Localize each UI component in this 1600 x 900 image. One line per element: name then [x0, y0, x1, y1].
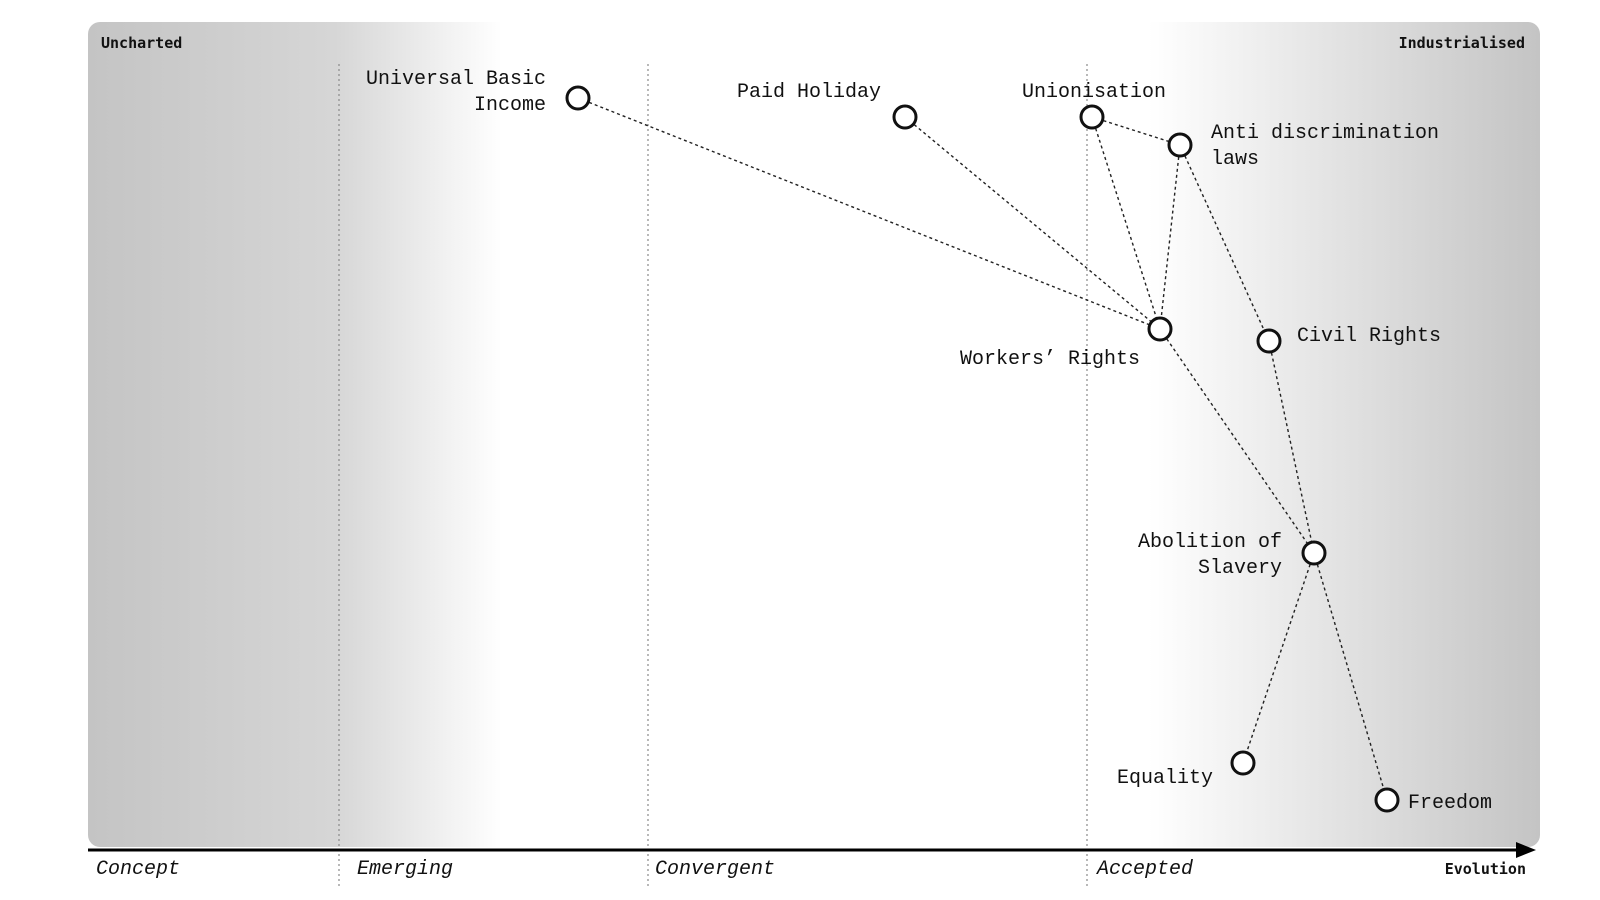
component-node-workers-rights[interactable]: [1147, 316, 1173, 342]
component-equality[interactable]: Equality: [1117, 750, 1256, 790]
component-node-freedom[interactable]: [1374, 787, 1400, 813]
component-label-line: Paid Holiday: [737, 81, 881, 104]
component-anti-discrimination[interactable]: Anti discrimination laws: [1167, 122, 1439, 171]
component-label-line: Freedom: [1408, 792, 1492, 815]
stage-convergent: Convergent: [655, 858, 775, 881]
component-label-unionisation: Unionisation: [1022, 81, 1166, 104]
component-label-line: laws: [1211, 148, 1259, 171]
component-label-line: Universal Basic: [366, 68, 546, 91]
components: Universal Basic Income Paid Holiday Unionis…: [366, 68, 1492, 815]
dependency-links: [577, 97, 1388, 801]
component-label-line: Slavery: [1198, 557, 1282, 580]
component-label-line: Workers’ Rights: [960, 348, 1140, 371]
component-node-paid-holiday[interactable]: [892, 104, 918, 130]
component-workers-rights[interactable]: Workers’ Rights: [960, 316, 1173, 371]
component-node-abolition[interactable]: [1301, 540, 1327, 566]
component-label-line: Income: [474, 94, 546, 117]
component-label-line: Equality: [1117, 767, 1213, 790]
component-label-abolition: Abolition of Slavery: [1138, 531, 1282, 580]
link-abolition-to-equality: [1242, 552, 1315, 764]
component-ubi[interactable]: Universal Basic Income: [366, 68, 591, 117]
link-paid-holiday-to-workers-rights: [904, 116, 1161, 330]
component-label-workers-rights: Workers’ Rights: [960, 348, 1140, 371]
component-label-line: Abolition of: [1138, 531, 1282, 554]
component-label-ubi: Universal Basic Income: [366, 68, 546, 117]
component-node-anti-discrimination[interactable]: [1167, 132, 1193, 158]
component-label-paid-holiday: Paid Holiday: [737, 81, 881, 104]
component-paid-holiday[interactable]: Paid Holiday: [737, 81, 918, 130]
industrialised-label: Industrialised: [1399, 34, 1525, 52]
component-label-line: Civil Rights: [1297, 325, 1441, 348]
evolution-axis-arrowhead: [1516, 842, 1536, 858]
component-label-line: Anti discrimination: [1211, 122, 1439, 145]
component-label-civil-rights: Civil Rights: [1297, 325, 1441, 348]
component-freedom[interactable]: Freedom: [1374, 787, 1492, 815]
component-label-equality: Equality: [1117, 767, 1213, 790]
map-background: [88, 22, 1540, 847]
link-abolition-to-freedom: [1313, 552, 1388, 801]
component-label-freedom: Freedom: [1408, 792, 1492, 815]
component-unionisation[interactable]: Unionisation: [1022, 81, 1166, 130]
component-label-line: Unionisation: [1022, 81, 1166, 104]
link-civil-rights-to-abolition: [1268, 340, 1315, 554]
component-abolition[interactable]: Abolition of Slavery: [1138, 531, 1327, 580]
component-civil-rights[interactable]: Civil Rights: [1256, 325, 1441, 354]
component-node-equality[interactable]: [1230, 750, 1256, 776]
uncharted-label: Uncharted: [101, 34, 182, 52]
component-node-ubi[interactable]: [565, 85, 591, 111]
stage-concept: Concept: [96, 858, 180, 881]
component-node-unionisation[interactable]: [1079, 104, 1105, 130]
stage-emerging: Emerging: [357, 858, 453, 881]
component-label-anti-discrimination: Anti discrimination laws: [1211, 122, 1439, 171]
link-ubi-to-workers-rights: [577, 97, 1161, 330]
link-anti-discrimination-to-workers-rights: [1159, 144, 1181, 330]
stage-accepted: Accepted: [1095, 858, 1193, 881]
component-node-civil-rights[interactable]: [1256, 328, 1282, 354]
link-unionisation-to-workers-rights: [1091, 116, 1161, 330]
evolution-label: Evolution: [1445, 860, 1526, 878]
